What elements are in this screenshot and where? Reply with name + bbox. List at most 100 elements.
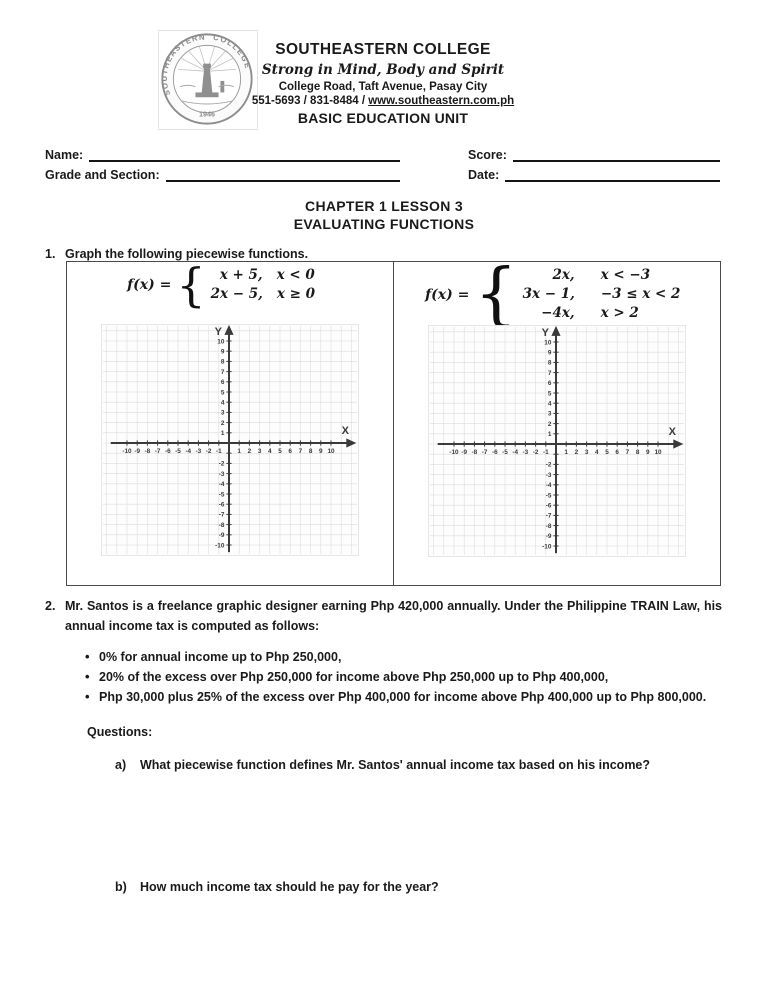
svg-text:6: 6 — [288, 448, 292, 455]
piecewise-function-1: f(x) = { x + 5, x < 0 2x − 5, x ≥ 0 — [127, 262, 333, 308]
svg-text:-3: -3 — [546, 472, 552, 479]
grade-section-blank-line[interactable] — [165, 165, 400, 182]
svg-text:10: 10 — [327, 448, 335, 455]
bullet-icon: • — [85, 689, 90, 704]
svg-text:6: 6 — [615, 449, 619, 456]
svg-text:-2: -2 — [546, 462, 552, 469]
svg-text:-10: -10 — [215, 542, 225, 549]
svg-text:1: 1 — [564, 449, 568, 456]
svg-text:-4: -4 — [512, 449, 518, 456]
bullet-icon: • — [85, 649, 90, 664]
name-blank-line[interactable] — [89, 145, 400, 162]
svg-text:1: 1 — [237, 448, 241, 455]
subquestion-b-text: How much income tax should he pay for th… — [140, 880, 439, 894]
graphing-cell-right: f(x) = { 2x, x < −3 3x − 1, −3 ≤ x < 2 −4x, x… — [393, 260, 720, 585]
phone-numbers: 551-5693 / 831-8484 / — [251, 95, 369, 107]
svg-text:-6: -6 — [219, 502, 225, 509]
svg-text:-7: -7 — [219, 512, 225, 519]
svg-text:-8: -8 — [219, 522, 225, 529]
svg-text:-4: -4 — [219, 481, 225, 488]
coordinate-grid-1[interactable]: -10 -9 -8 -7 -6 -5 -4 -3 -2 -1 1 2 3 4 5 6 7 8 9 10 10 9 8 7 6 5 4… — [101, 324, 359, 561]
svg-text:5: 5 — [278, 448, 282, 455]
coordinate-grid-2[interactable]: -10 -9 -8 -7 -6 -5 -4 -3 -2 -1 1 2 3 4 5 6 7 8 9 10 10 9 8 7 6 5 4… — [428, 325, 686, 562]
svg-text:4: 4 — [548, 401, 552, 408]
college-motto: Strong in Mind, Body and Spirit — [261, 62, 505, 78]
svg-text:4: 4 — [595, 449, 599, 456]
title-line-2: EVALUATING FUNCTIONS — [293, 216, 475, 232]
website-link[interactable]: www.southeastern.com.ph — [368, 95, 515, 107]
subquestion-b: b) How much income tax should he pay for… — [115, 877, 722, 897]
svg-text:9: 9 — [646, 449, 650, 456]
svg-text:-6: -6 — [546, 503, 552, 510]
bullet-icon: • — [85, 669, 90, 684]
svg-text:-4: -4 — [185, 448, 191, 455]
svg-text:-10: -10 — [542, 543, 552, 550]
svg-text:X: X — [669, 426, 677, 438]
contact-line: 551-5693 / 831-8484 / www.southeastern.c… — [236, 95, 530, 107]
title-line-1: CHAPTER 1 LESSON 3 — [305, 198, 463, 214]
svg-text:8: 8 — [548, 360, 552, 367]
svg-text:4: 4 — [268, 448, 272, 455]
name-field-row: Name: — [45, 145, 400, 162]
seal-lighthouse-icon: SOUTHEASTERN COLLEGE — [160, 33, 253, 125]
function-2-lhs: f(x) = — [425, 286, 470, 303]
svg-text:6: 6 — [221, 379, 225, 386]
piecewise-case: 2x, x < −3 — [552, 267, 651, 283]
grade-section-field-row: Grade and Section: — [45, 165, 400, 182]
svg-text:9: 9 — [548, 350, 552, 357]
svg-text:-7: -7 — [546, 513, 552, 520]
piecewise-case: x + 5, x < 0 — [219, 267, 315, 283]
svg-text:-8: -8 — [546, 523, 552, 530]
svg-text:-3: -3 — [523, 449, 529, 456]
svg-text:-1: -1 — [216, 448, 222, 455]
date-blank-line[interactable] — [505, 165, 720, 182]
svg-text:3: 3 — [221, 410, 225, 417]
question-1: 1. Graph the following piecewise functio… — [45, 247, 725, 261]
function-1-cases: x + 5, x < 0 2x − 5, x ≥ 0 — [211, 266, 333, 304]
svg-text:-4: -4 — [546, 482, 552, 489]
svg-text:10: 10 — [654, 449, 662, 456]
tax-rules-list: • 0% for annual income up to Php 250,000… — [65, 647, 722, 707]
svg-text:9: 9 — [319, 448, 323, 455]
svg-text:-2: -2 — [219, 461, 225, 468]
blank-graph-1[interactable]: -10 -9 -8 -7 -6 -5 -4 -3 -2 -1 1 2 3 4 5 6 7 8 9 1010987654… — [101, 324, 359, 556]
svg-text:Y: Y — [542, 327, 550, 339]
letterhead: SOUTHEASTERN COLLEGE Strong in Mind, Bod… — [236, 41, 530, 126]
blank-graph-2[interactable]: -10 -9 -8 -7 -6 -5 -4 -3 -2 -1 1 2 3 4 5 6 7 8 9 1010987654… — [428, 325, 686, 557]
question-2-number: 2. — [45, 599, 56, 613]
list-item: • Php 30,000 plus 25% of the excess over… — [65, 687, 722, 707]
college-seal-logo: SOUTHEASTERN COLLEGE — [158, 30, 258, 130]
svg-text:-5: -5 — [546, 492, 552, 499]
svg-text:-10: -10 — [122, 448, 132, 455]
questions-label: Questions: — [87, 725, 153, 739]
svg-text:10: 10 — [544, 339, 552, 346]
svg-text:-10: -10 — [449, 449, 459, 456]
score-blank-line[interactable] — [512, 145, 720, 162]
graphing-table: f(x) = { x + 5, x < 0 2x − 5, x ≥ 0 -10 -9 -8… — [66, 260, 721, 586]
college-address: College Road, Taft Avenue, Pasay City — [278, 81, 488, 93]
subquestion-a-label: a) — [115, 758, 127, 772]
question-2-statement: 2. Mr. Santos is a freelance graphic des… — [45, 596, 722, 636]
svg-text:3: 3 — [585, 449, 589, 456]
svg-text:-7: -7 — [482, 449, 488, 456]
svg-text:1946: 1946 — [199, 109, 215, 118]
piecewise-function-2: f(x) = { 2x, x < −3 3x − 1, −3 ≤ x < 2 −4x, x… — [425, 260, 689, 328]
question-1-number: 1. — [45, 247, 56, 261]
college-name: SOUTHEASTERN COLLEGE — [275, 41, 491, 58]
svg-text:1: 1 — [221, 430, 225, 437]
svg-text:4: 4 — [221, 400, 225, 407]
piecewise-case: 2x − 5, x ≥ 0 — [210, 286, 316, 302]
list-item: • 20% of the excess over Php 250,000 for… — [65, 667, 722, 687]
list-item: • 0% for annual income up to Php 250,000… — [65, 647, 722, 667]
svg-text:7: 7 — [548, 370, 552, 377]
svg-text:-3: -3 — [219, 471, 225, 478]
svg-text:1: 1 — [548, 431, 552, 438]
subquestion-a-text: What piecewise function defines Mr. Sant… — [140, 758, 651, 772]
svg-text:-5: -5 — [175, 448, 181, 455]
function-1-lhs: f(x) = — [127, 277, 172, 293]
svg-text:5: 5 — [221, 389, 225, 396]
svg-text:2: 2 — [248, 448, 252, 455]
subquestion-a: a) What piecewise function defines Mr. S… — [115, 755, 722, 775]
svg-text:-9: -9 — [546, 533, 552, 540]
svg-text:-9: -9 — [461, 449, 467, 456]
